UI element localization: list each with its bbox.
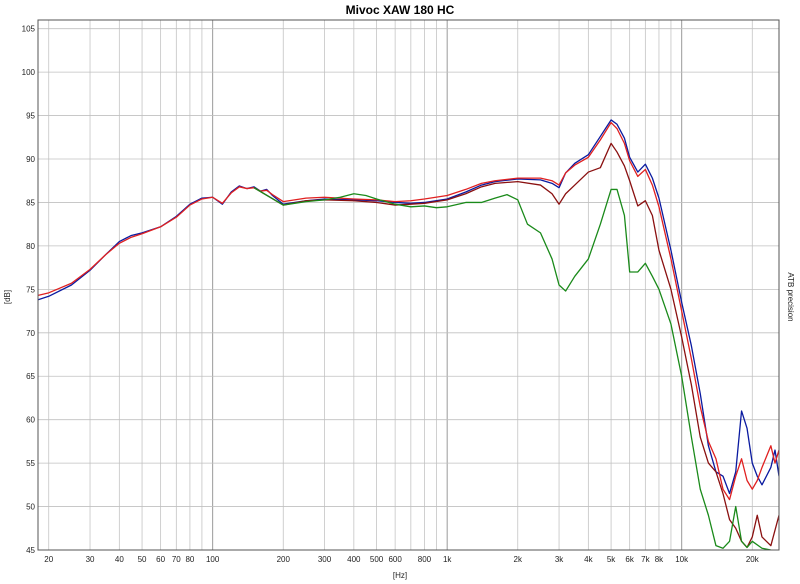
- x-tick-label: 70: [172, 555, 181, 564]
- series-line-2: [38, 121, 779, 501]
- x-tick-label: 6k: [625, 555, 634, 564]
- x-tick-label: 800: [418, 555, 432, 564]
- y-tick-label: 105: [22, 25, 36, 34]
- x-tick-label: 80: [185, 555, 194, 564]
- tick-labels: 20 30 40 50 60 70 80 100 200 300 400 500 600 800 1k 2k 3…: [22, 25, 760, 564]
- y-tick-label: 60: [26, 416, 35, 425]
- x-tick-label: 20k: [746, 555, 760, 564]
- y-axis-label: [dB]: [3, 290, 12, 304]
- y-tick-label: 45: [26, 546, 35, 555]
- chart-title: Mivoc XAW 180 HC: [346, 3, 455, 17]
- x-axis-label: [Hz]: [393, 571, 407, 580]
- plot-frame: [37, 19, 780, 551]
- y-tick-label: 80: [26, 242, 35, 251]
- x-tick-label: 300: [318, 555, 332, 564]
- x-tick-label: 8k: [655, 555, 664, 564]
- y-tick-label: 70: [26, 329, 35, 338]
- x-tick-label: 2k: [514, 555, 523, 564]
- x-tick-label: 4k: [584, 555, 593, 564]
- series-line-1: [38, 119, 779, 495]
- x-tick-label: 200: [277, 555, 291, 564]
- x-tick-label: 60: [156, 555, 165, 564]
- y-tick-label: 50: [26, 503, 35, 512]
- x-tick-label: 40: [115, 555, 124, 564]
- x-tick-label: 5k: [607, 555, 616, 564]
- x-tick-label: 50: [138, 555, 147, 564]
- x-tick-label: 20: [44, 555, 53, 564]
- y-tick-label: 95: [26, 112, 35, 121]
- series-line-4: [253, 187, 771, 550]
- side-label: ATB precision: [786, 272, 795, 321]
- series-line-3: [253, 142, 779, 549]
- x-tick-label: 1k: [443, 555, 452, 564]
- series-layer: [38, 119, 779, 550]
- x-tick-label: 7k: [641, 555, 650, 564]
- y-tick-label: 90: [26, 155, 35, 164]
- x-tick-label: 100: [206, 555, 220, 564]
- x-tick-label: 30: [86, 555, 95, 564]
- grid: [38, 20, 779, 551]
- y-tick-label: 75: [26, 285, 35, 294]
- y-tick-label: 85: [26, 198, 35, 207]
- x-tick-label: 600: [388, 555, 402, 564]
- x-tick-label: 500: [370, 555, 384, 564]
- x-tick-label: 10k: [675, 555, 689, 564]
- x-tick-label: 400: [347, 555, 361, 564]
- y-tick-label: 100: [22, 68, 36, 77]
- y-tick-label: 65: [26, 372, 35, 381]
- x-tick-label: 3k: [555, 555, 564, 564]
- y-tick-label: 55: [26, 459, 35, 468]
